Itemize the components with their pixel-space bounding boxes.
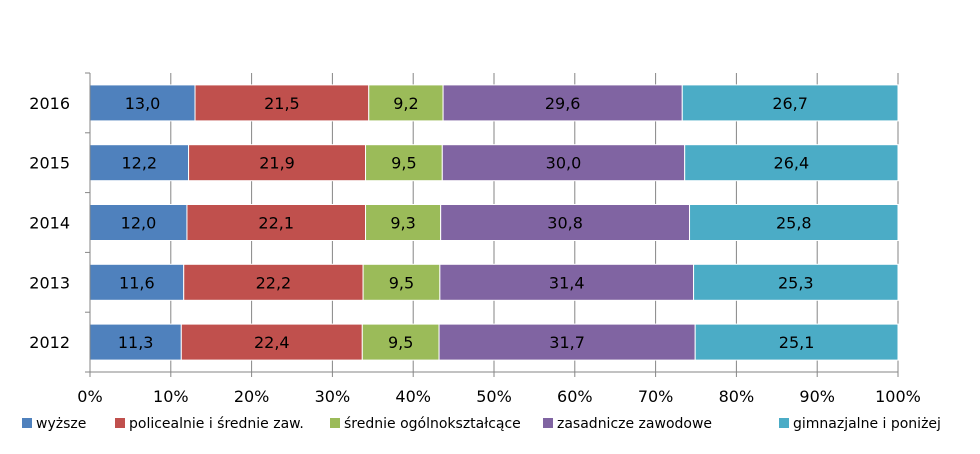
data-label: 30,8 [547, 214, 583, 233]
bar-segment [361, 323, 440, 361]
bars: 13,0 21,5 9,2 29,6 26,7 12,2 21,9 9,5 30,0 26,4 12… [89, 84, 899, 361]
data-label: 30,0 [546, 154, 582, 173]
data-label: 31,7 [549, 333, 585, 352]
legend-label: policealnie i średnie zaw. [129, 416, 304, 432]
legend-swatch [779, 418, 789, 428]
bar-segment [89, 204, 188, 241]
data-label: 21,9 [259, 154, 295, 173]
axes [85, 72, 899, 377]
legend: wyższe policealnie i średnie zaw. średnie … [22, 416, 941, 432]
data-label: 22,2 [256, 273, 292, 292]
data-label: 9,2 [393, 94, 418, 113]
data-label: 12,0 [121, 214, 157, 233]
data-label: 11,3 [118, 333, 154, 352]
x-tick-label: 10% [153, 387, 189, 406]
bar-segment [442, 84, 683, 122]
bar-segment [438, 323, 696, 361]
data-label: 25,1 [779, 333, 815, 352]
x-tick-labels: 0% 10% 20% 30% 40% 50% 60% 70% 80% 90% 100% [77, 387, 921, 406]
data-label: 22,1 [258, 214, 294, 233]
data-label: 9,5 [388, 333, 413, 352]
bar-segment [194, 84, 370, 122]
legend-label: średnie ogólnokształcące [344, 416, 521, 432]
data-label: 13,0 [125, 94, 161, 113]
category-label: 2013 [29, 273, 70, 292]
data-label: 22,4 [254, 333, 290, 352]
data-label: 21,5 [264, 94, 300, 113]
data-label: 25,3 [778, 273, 814, 292]
bar-segment [694, 323, 899, 361]
data-label: 25,8 [776, 214, 812, 233]
x-tick-label: 40% [395, 387, 431, 406]
bar-segment [186, 204, 367, 241]
legend-swatch [330, 418, 340, 428]
category-label: 2012 [29, 333, 70, 352]
x-tick-label: 90% [799, 387, 835, 406]
bar-segment [693, 263, 899, 301]
x-tick-label: 0% [77, 387, 102, 406]
legend-label: zasadnicze zawodowe [557, 416, 712, 432]
x-tick-label: 70% [638, 387, 674, 406]
data-label: 26,4 [774, 154, 810, 173]
x-tick-label: 80% [719, 387, 755, 406]
legend-label: gimnazjalne i poniżej [793, 416, 941, 432]
bar-segment [684, 144, 899, 182]
bar-segment [365, 204, 442, 241]
legend-swatch [543, 418, 553, 428]
data-label: 9,5 [389, 273, 414, 292]
category-label: 2015 [29, 154, 70, 173]
bar-segment [439, 263, 695, 301]
legend-label: wyższe [36, 416, 86, 432]
bar-segment [365, 144, 443, 182]
bar-segment [89, 323, 182, 361]
bar-segment [681, 84, 899, 122]
x-tick-label: 50% [476, 387, 512, 406]
data-label: 9,3 [390, 214, 415, 233]
legend-swatch [22, 418, 32, 428]
bar-segment [180, 323, 363, 361]
category-label: 2014 [29, 214, 70, 233]
x-tick-label: 100% [875, 387, 921, 406]
data-label: 31,4 [549, 273, 585, 292]
data-label: 9,5 [391, 154, 416, 173]
data-label: 12,2 [121, 154, 157, 173]
x-tick-label: 30% [315, 387, 351, 406]
category-labels: 2016 2015 2014 2013 2012 [29, 94, 70, 352]
bar-segment [689, 204, 899, 241]
bar-segment [440, 204, 691, 241]
bar-segment [89, 144, 190, 182]
bar-segment [368, 84, 444, 122]
bar-segment [362, 263, 441, 301]
data-label: 29,6 [545, 94, 581, 113]
category-label: 2016 [29, 94, 70, 113]
legend-swatch [115, 418, 125, 428]
x-tick-label: 60% [557, 387, 593, 406]
data-label: 26,7 [772, 94, 808, 113]
data-label: 11,6 [119, 273, 155, 292]
bar-segment [441, 144, 686, 182]
x-tick-label: 20% [234, 387, 270, 406]
